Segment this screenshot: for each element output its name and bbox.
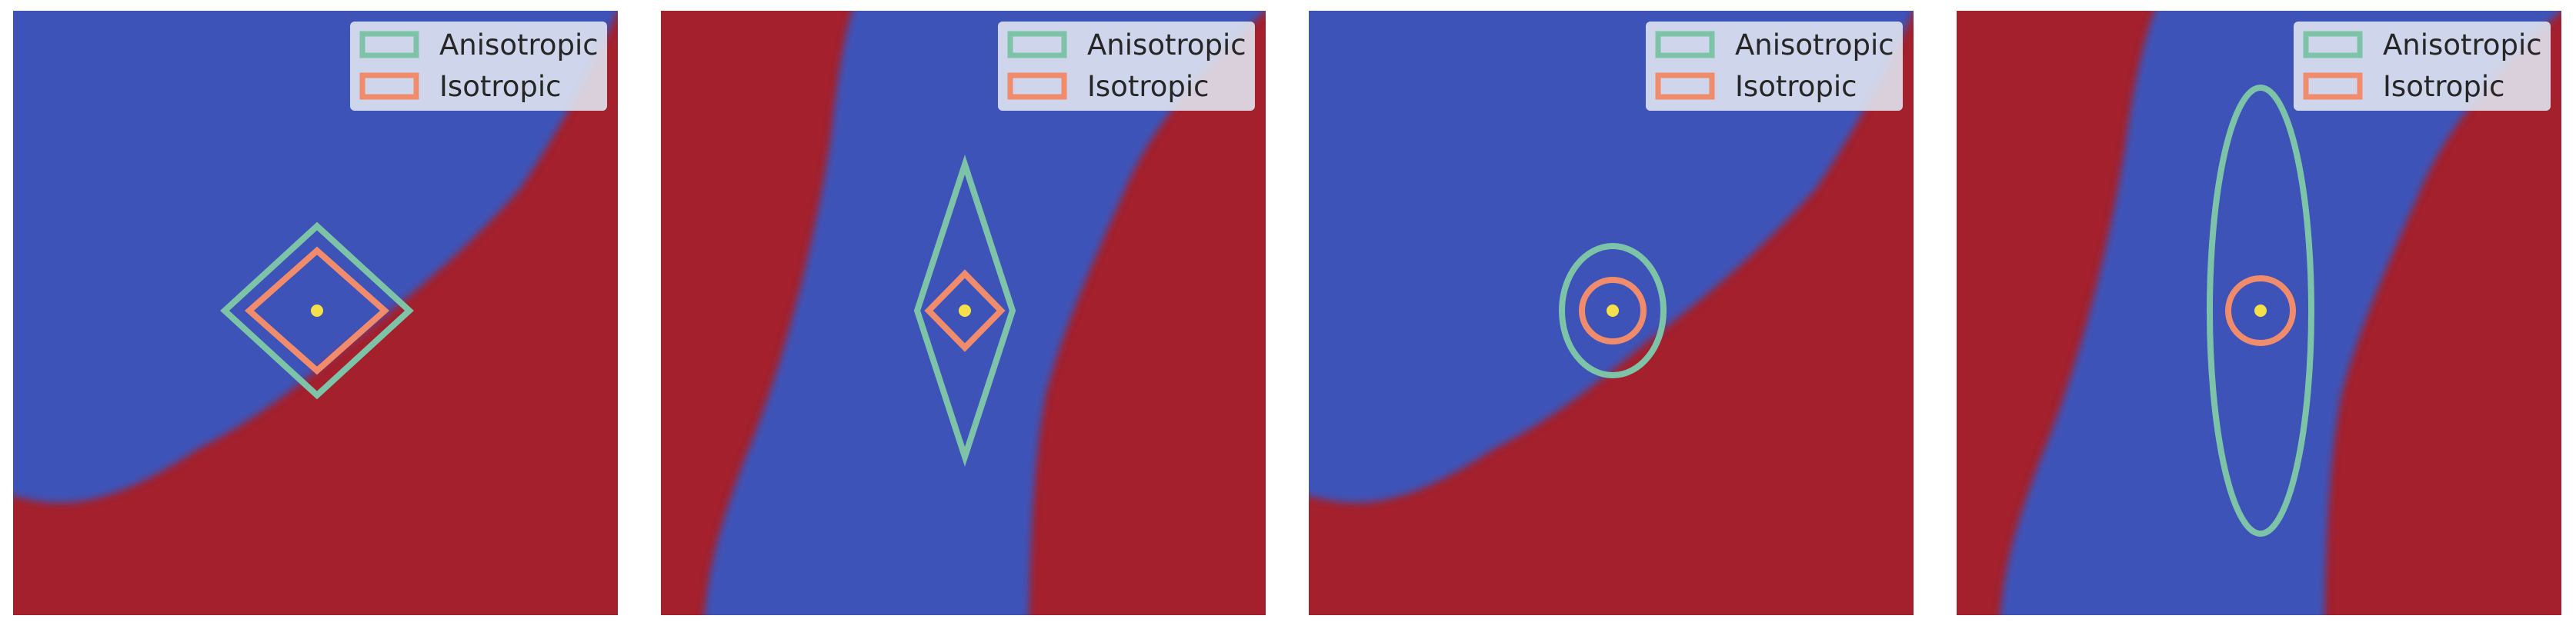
legend-label-anisotropic: Anisotropic	[439, 28, 599, 62]
legend: Anisotropic Isotropic	[1646, 22, 1903, 111]
region-blue	[704, 11, 1266, 615]
isotropic-shape	[924, 269, 1006, 352]
panel-1-plot: Anisotropic Isotropic	[13, 11, 618, 615]
legend-label-isotropic: Isotropic	[2383, 70, 2504, 103]
isotropic-swatch	[1655, 72, 1715, 100]
isotropic-swatch	[2303, 72, 2363, 100]
legend-label-isotropic: Isotropic	[1735, 70, 1857, 103]
legend-label-anisotropic: Anisotropic	[2383, 28, 2542, 62]
panel-2-plot: Anisotropic Isotropic	[661, 11, 1266, 615]
isotropic-swatch	[1007, 72, 1067, 100]
region-blue	[13, 11, 618, 503]
region-blue	[2000, 11, 2561, 615]
panel-1: Anisotropic Isotropic	[13, 11, 618, 615]
panel-2: Anisotropic Isotropic	[661, 11, 1266, 615]
anisotropic-shape	[913, 155, 1016, 467]
isotropic-swatch	[359, 72, 419, 100]
anisotropic-swatch	[359, 31, 419, 58]
legend-label-isotropic: Isotropic	[1087, 70, 1209, 103]
legend: Anisotropic Isotropic	[350, 22, 607, 111]
panel-3: Anisotropic Isotropic	[1309, 11, 1914, 615]
legend-label-anisotropic: Anisotropic	[1087, 28, 1246, 62]
anisotropic-shape	[1559, 243, 1667, 378]
legend-label-isotropic: Isotropic	[439, 70, 561, 103]
panel-3-plot: Anisotropic Isotropic	[1309, 11, 1914, 615]
isotropic-shape	[244, 246, 390, 375]
region-blue	[1309, 11, 1914, 503]
anisotropic-shape	[220, 221, 414, 400]
legend: Anisotropic Isotropic	[2294, 22, 2551, 111]
center-point	[1607, 305, 1619, 317]
anisotropic-swatch	[1007, 31, 1067, 58]
isotropic-shape	[1579, 277, 1647, 344]
anisotropic-shape	[2207, 85, 2314, 537]
center-point	[959, 305, 971, 317]
panel-4: Anisotropic Isotropic	[1957, 11, 2561, 615]
legend: Anisotropic Isotropic	[998, 22, 1255, 111]
anisotropic-swatch	[2303, 31, 2363, 58]
panel-4-plot: Anisotropic Isotropic	[1957, 11, 2561, 615]
legend-label-anisotropic: Anisotropic	[1735, 28, 1894, 62]
center-point	[311, 305, 323, 317]
center-point	[2254, 305, 2267, 317]
anisotropic-swatch	[1655, 31, 1715, 58]
isotropic-shape	[2225, 275, 2296, 346]
